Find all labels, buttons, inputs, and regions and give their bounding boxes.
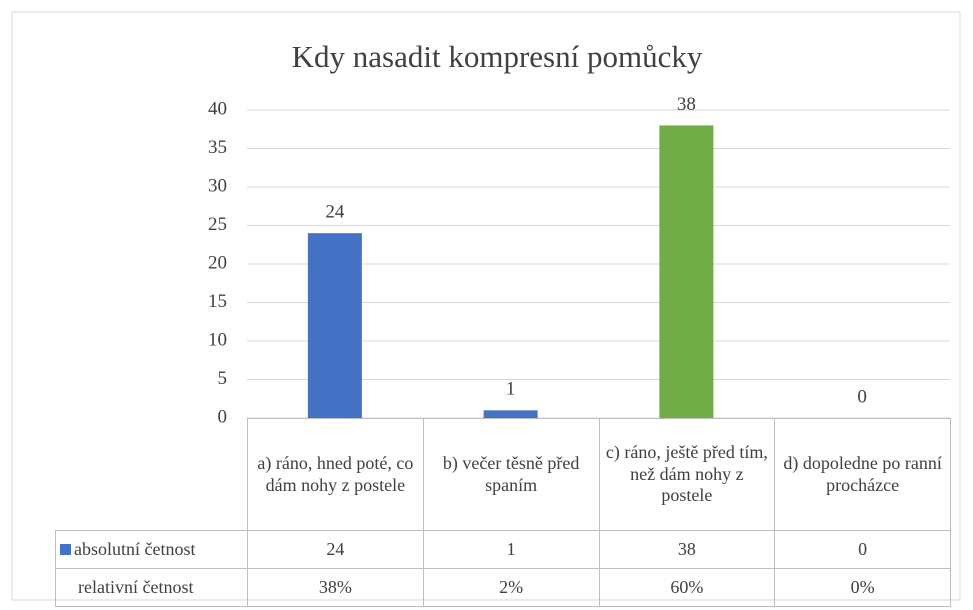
table-cell: 1 [422, 530, 600, 569]
y-tick-label: 0 [218, 406, 228, 427]
y-tick-label: 5 [218, 368, 228, 389]
legend-label: relativní četnost [78, 576, 194, 597]
table-cell: 0 [774, 530, 951, 569]
bar [659, 125, 714, 419]
y-tick-label: 10 [208, 329, 227, 350]
bar [483, 410, 538, 418]
y-tick-label: 25 [208, 214, 227, 235]
x-tick-label: c) ráno, ještě před tím, než dám nohy z … [598, 418, 776, 531]
x-tick-label: b) večer těsně před spaním [422, 418, 600, 531]
table-cell: 24 [247, 530, 424, 569]
table-row-header: relativní četnost [55, 568, 248, 607]
x-tick-label: a) ráno, hned poté, co dám nohy z postel… [247, 418, 424, 531]
data-label: 0 [857, 386, 867, 407]
table-cell: 38% [247, 568, 424, 607]
legend-key [60, 544, 71, 555]
y-tick-label: 20 [208, 252, 227, 273]
bar [307, 233, 362, 418]
y-tick-label: 40 [208, 98, 227, 119]
data-label: 1 [506, 379, 516, 400]
table-cell: 60% [598, 568, 776, 607]
y-tick-label: 35 [208, 137, 227, 158]
chart-title: Kdy nasadit kompresní pomůcky [292, 39, 703, 74]
y-tick-label: 15 [208, 291, 227, 312]
table-cell: 38 [598, 530, 776, 569]
data-label: 24 [325, 202, 345, 223]
table-row-header: absolutní četnost [55, 530, 248, 569]
data-label: 38 [677, 94, 696, 115]
table-cell: 2% [422, 568, 600, 607]
x-tick-label: d) dopoledne po ranní procházce [774, 418, 951, 531]
y-tick-label: 30 [208, 175, 227, 196]
legend-label: absolutní četnost [74, 538, 196, 559]
table-cell: 0% [774, 568, 951, 607]
